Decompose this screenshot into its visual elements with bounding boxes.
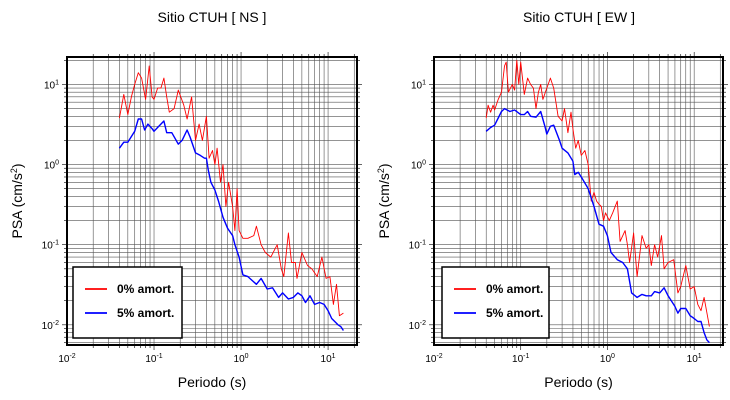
y-tick-label: 101 <box>411 79 426 91</box>
tick-base: 10 <box>425 354 437 365</box>
series-line-0pct-damping <box>485 59 710 327</box>
y-tick-label: 10-1 <box>409 240 426 252</box>
y-tick-label: 10-2 <box>42 320 59 332</box>
tick-base: 10 <box>409 321 421 332</box>
x-tick-label: 100 <box>234 353 249 365</box>
tick-base: 10 <box>145 354 157 365</box>
tick-exponent: -1 <box>420 240 426 247</box>
tick-base: 10 <box>411 80 423 91</box>
legend-label: 5% amort. <box>486 306 543 320</box>
tick-exponent: 1 <box>332 353 336 360</box>
y-axis-label: PSA (cm/s2) <box>376 163 392 238</box>
legend-label: 0% amort. <box>486 282 543 296</box>
x-tick-label: 101 <box>687 353 702 365</box>
x-axis-label: Periodo (s) <box>544 374 612 390</box>
y-axis-label-sup: 2 <box>376 168 386 173</box>
y-axis-label-end: ) <box>9 163 25 168</box>
legend: 0% amort. 5% amort. <box>441 266 550 339</box>
series-line-5pct-damping <box>118 118 344 331</box>
tick-exponent: 1 <box>422 79 426 86</box>
y-axis-label-sup: 2 <box>9 168 19 173</box>
tick-exponent: -2 <box>420 320 426 327</box>
tick-base: 10 <box>411 161 423 172</box>
x-tick-label: 101 <box>321 353 336 365</box>
x-tick-label: 10-2 <box>425 353 442 365</box>
x-tick-label: 10-1 <box>145 353 162 365</box>
plot-frame <box>66 56 358 346</box>
series-line-0pct-damping <box>118 65 344 317</box>
x-axis-label: Periodo (s) <box>178 374 246 390</box>
y-tick-label: 100 <box>411 160 426 172</box>
tick-exponent: -1 <box>523 353 529 360</box>
tick-exponent: 1 <box>698 353 702 360</box>
legend-label: 0% amort. <box>117 282 174 296</box>
legend-box <box>72 266 183 339</box>
tick-base: 10 <box>512 354 524 365</box>
y-axis-label-end: ) <box>376 163 392 168</box>
tick-base: 10 <box>58 354 70 365</box>
tick-base: 10 <box>42 241 54 252</box>
y-axis-label-main: PSA (cm/s <box>9 173 25 238</box>
tick-base: 10 <box>44 161 56 172</box>
y-tick-label: 10-1 <box>42 240 59 252</box>
tick-exponent: 1 <box>55 79 59 86</box>
y-tick-label: 101 <box>44 79 59 91</box>
tick-exponent: 0 <box>55 160 59 167</box>
x-tick-label: 100 <box>600 353 615 365</box>
x-tick-label: 10-2 <box>58 353 75 365</box>
tick-base: 10 <box>409 241 421 252</box>
tick-exponent: 0 <box>422 160 426 167</box>
legend-label: 5% amort. <box>117 306 174 320</box>
chart-panel-ns: Sitio CTUH [ NS ]10-2 10-1 100 10110-210-11… <box>9 9 362 390</box>
tick-base: 10 <box>687 354 699 365</box>
legend: 0% amort. 5% amort. <box>72 266 183 339</box>
y-tick-label: 10-2 <box>409 320 426 332</box>
plot-frame <box>433 56 724 346</box>
tick-base: 10 <box>42 321 54 332</box>
tick-exponent: -2 <box>69 353 75 360</box>
legend-box <box>441 266 550 339</box>
tick-exponent: -2 <box>436 353 442 360</box>
x-tick-label: 10-1 <box>512 353 529 365</box>
tick-exponent: -1 <box>53 240 59 247</box>
chart-title: Sitio CTUH [ NS ] <box>158 9 267 25</box>
tick-base: 10 <box>234 354 246 365</box>
chart-title: Sitio CTUH [ EW ] <box>523 9 635 25</box>
tick-exponent: -1 <box>156 353 162 360</box>
y-tick-label: 100 <box>44 160 59 172</box>
y-axis-label-main: PSA (cm/s <box>376 173 392 238</box>
chart-panel-ew: Sitio CTUH [ EW ]10-2 10-1 100 10110-210-11… <box>376 9 728 390</box>
tick-base: 10 <box>321 354 333 365</box>
y-axis-label: PSA (cm/s2) <box>9 163 25 238</box>
tick-base: 10 <box>44 80 56 91</box>
tick-exponent: -2 <box>53 320 59 327</box>
tick-exponent: 0 <box>611 353 615 360</box>
series-line-5pct-damping <box>485 107 710 344</box>
tick-exponent: 0 <box>245 353 249 360</box>
tick-base: 10 <box>600 354 612 365</box>
